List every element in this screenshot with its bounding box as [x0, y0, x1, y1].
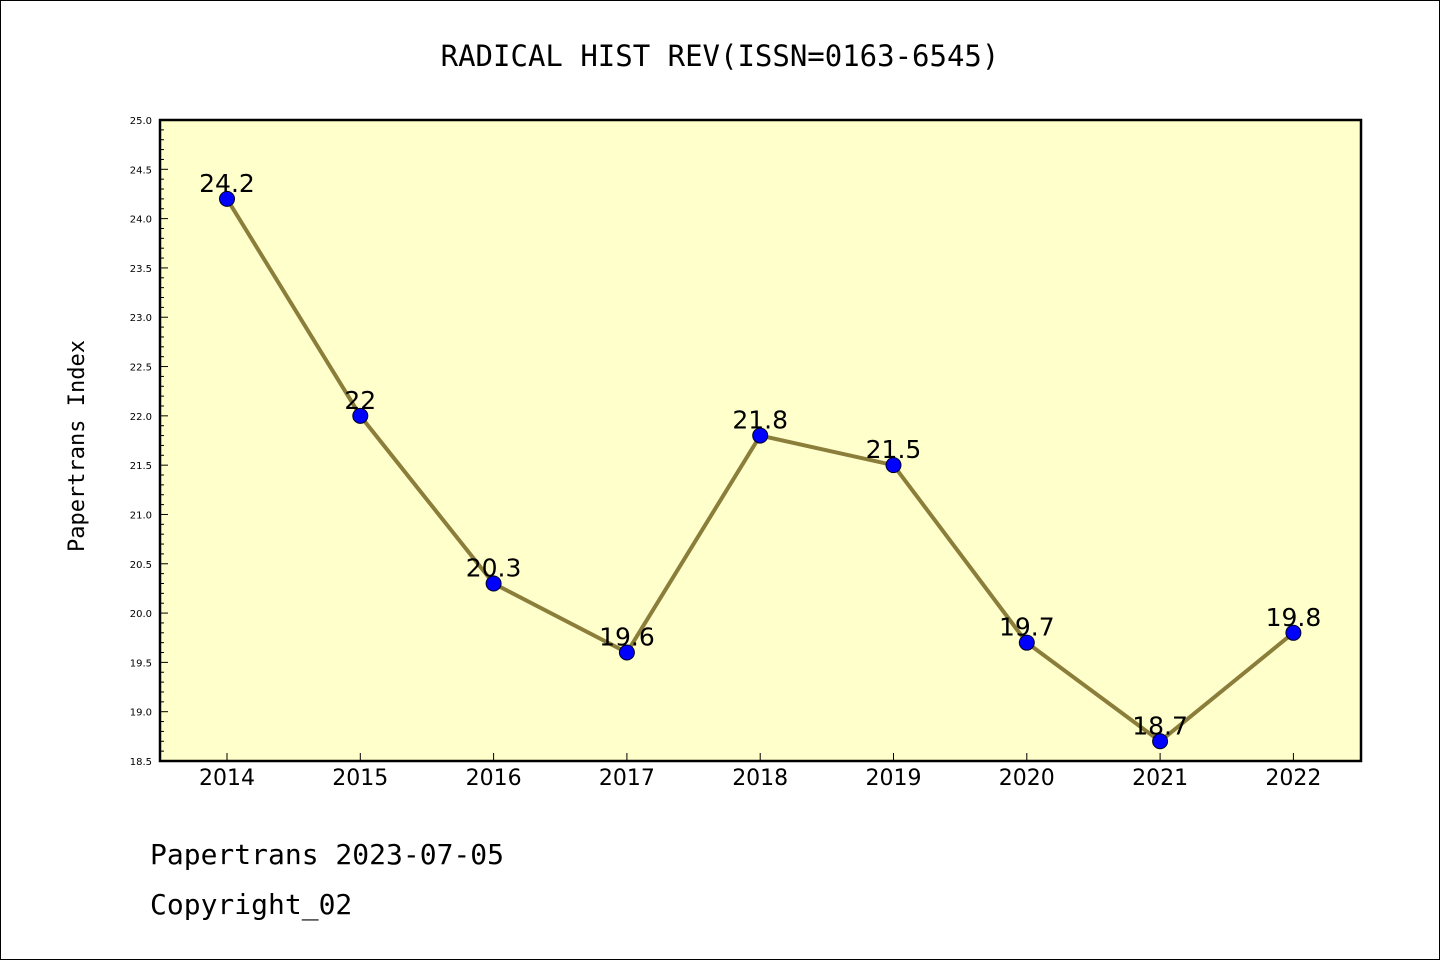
x-tick-label: 2017 [599, 766, 655, 791]
footer-copyright: Copyright_02 [150, 888, 352, 922]
data-label: 19.6 [599, 623, 655, 652]
data-label: 19.7 [999, 613, 1055, 642]
y-tick-label: 21.5 [130, 461, 152, 472]
y-tick-label: 23.0 [130, 313, 152, 324]
y-tick-label: 21.0 [130, 510, 152, 521]
x-tick-label: 2018 [732, 766, 788, 791]
data-label: 21.5 [866, 435, 922, 464]
y-tick-label: 24.0 [130, 215, 152, 226]
y-tick-label: 23.5 [130, 264, 152, 275]
data-label: 19.8 [1266, 603, 1322, 632]
data-point [485, 575, 502, 592]
x-axis: 2014 2015 2016 2017 2018 2019 2020 2021 2022 [199, 753, 1321, 791]
y-tick-label: 18.5 [130, 757, 152, 768]
x-tick-label: 2021 [1132, 766, 1188, 791]
data-point [618, 644, 635, 661]
y-tick-label: 19.0 [130, 708, 152, 719]
x-tick-label: 2020 [999, 766, 1055, 791]
y-tick-label: 22.5 [130, 363, 152, 374]
x-tick-label: 2014 [199, 766, 255, 791]
data-label: 21.8 [732, 406, 788, 435]
data-label: 22 [344, 386, 376, 415]
data-point [752, 427, 769, 444]
footer-date: Papertrans 2023-07-05 [150, 838, 504, 871]
data-point [1285, 624, 1302, 641]
data-label: 24.2 [199, 169, 255, 198]
data-point [219, 190, 235, 207]
x-tick-label: 2016 [466, 766, 522, 791]
y-tick-label: 25.0 [130, 116, 152, 127]
y-axis: 18.5 19.0 19.5 20.0 20.5 21.0 21.5 22.0 22.5 23.0… [130, 116, 168, 768]
y-tick-label: 24.5 [130, 165, 152, 176]
data-point [1152, 733, 1169, 750]
y-tick-label: 20.0 [130, 609, 152, 620]
data-point [1018, 634, 1035, 651]
plot-border [158, 118, 1363, 763]
x-tick-label: 2019 [866, 766, 922, 791]
y-tick-label: 20.5 [130, 560, 152, 571]
data-markers [219, 190, 1302, 750]
data-label: 18.7 [1132, 711, 1188, 740]
x-tick-label: 2022 [1265, 766, 1321, 791]
chart-title: RADICAL HIST REV(ISSN=0163-6545) [441, 39, 1000, 73]
y-tick-label: 19.5 [130, 658, 152, 669]
y-tick-label: 22.0 [130, 412, 152, 423]
data-label: 20.3 [466, 553, 522, 582]
y-axis-label: Papertrans Index [65, 340, 90, 552]
data-point [885, 457, 902, 474]
x-tick-label: 2015 [332, 766, 388, 791]
data-point [352, 407, 369, 424]
data-labels: 24.2 22 20.3 19.6 21.8 21.5 19.7 18.7 19.8 [199, 169, 1321, 740]
